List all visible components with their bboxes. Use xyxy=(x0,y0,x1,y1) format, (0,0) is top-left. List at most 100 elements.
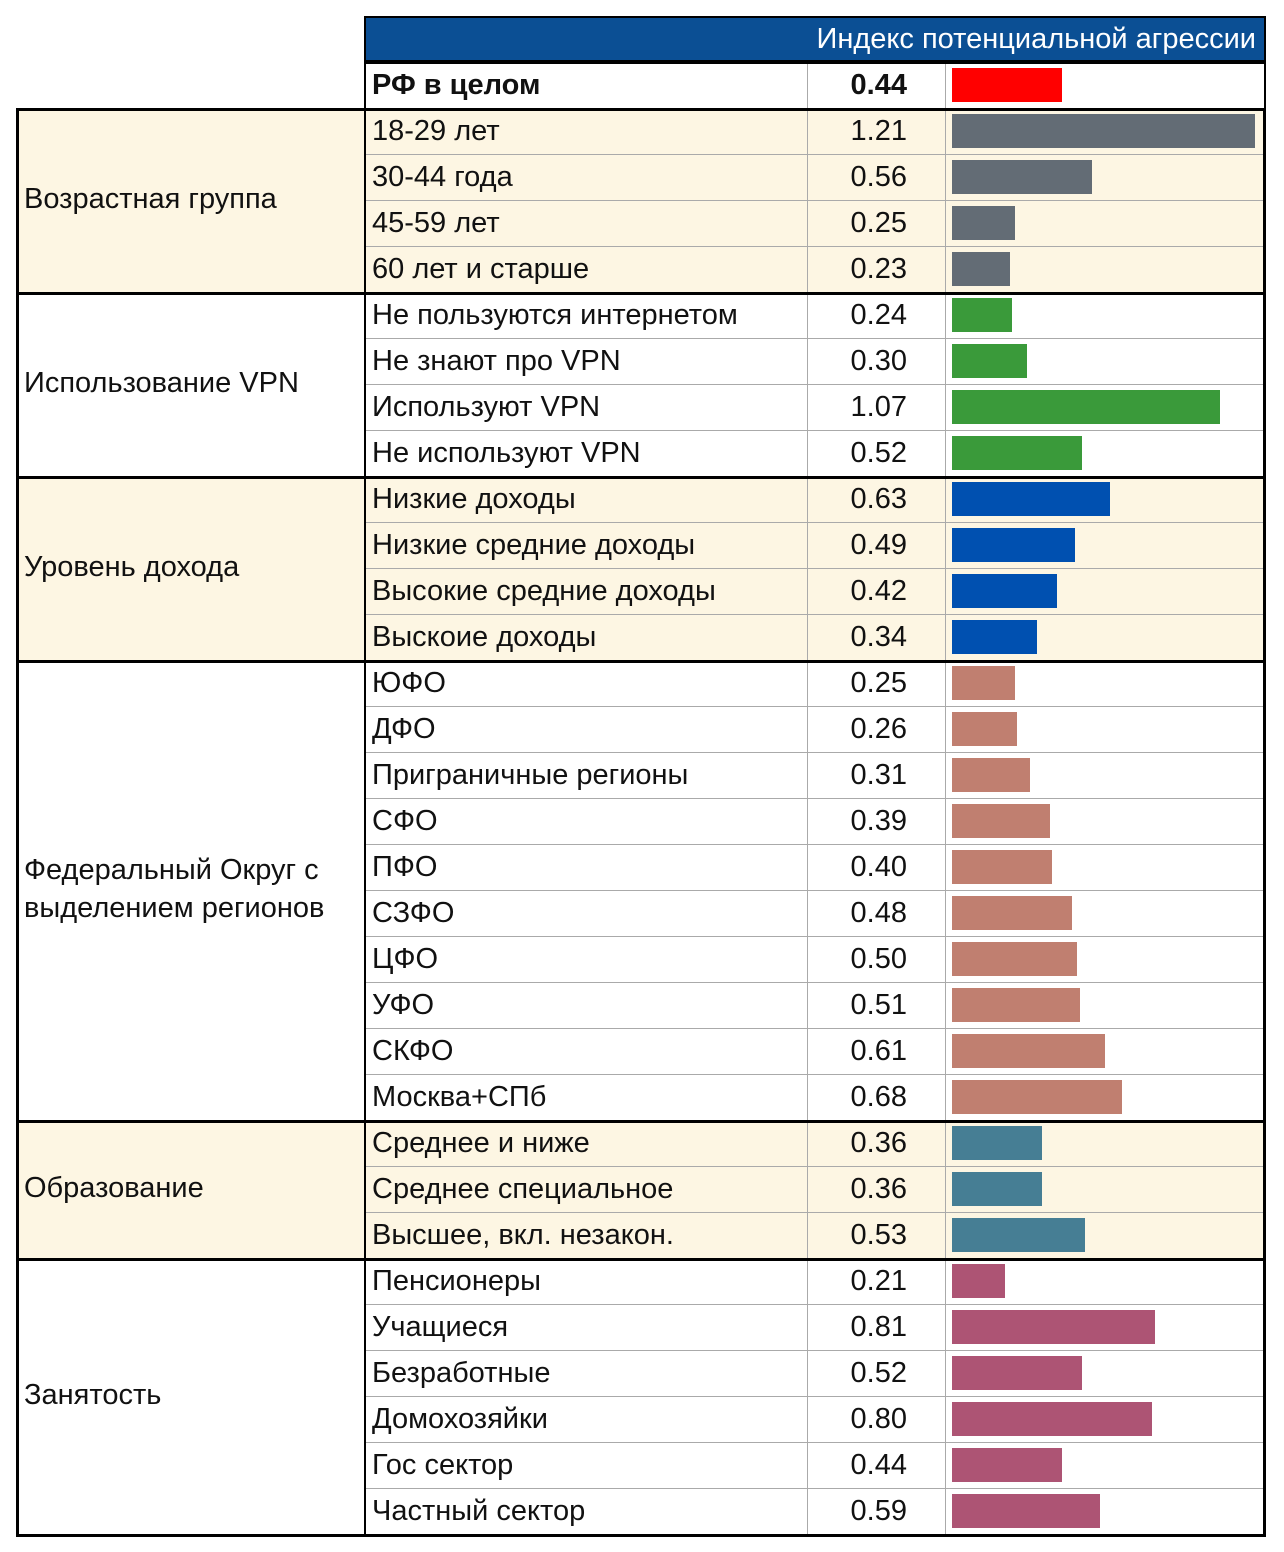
col-divider xyxy=(364,1258,366,1534)
col-divider xyxy=(945,154,946,200)
row-divider xyxy=(364,430,1266,431)
row-background xyxy=(364,1212,1266,1258)
row-background xyxy=(364,292,1266,338)
bar xyxy=(952,1494,1100,1528)
row-background xyxy=(364,522,1266,568)
col-divider xyxy=(807,108,808,154)
bar xyxy=(952,206,1015,240)
row-background xyxy=(364,154,1266,200)
row-divider xyxy=(364,936,1266,937)
group-name: Федеральный Округ с выделением регионов xyxy=(24,854,325,924)
row-label: УФО xyxy=(372,988,435,1021)
group-background xyxy=(16,108,364,292)
row-value: 0.21 xyxy=(850,1264,907,1297)
row-background xyxy=(364,200,1266,246)
bar xyxy=(952,252,1010,286)
row-label: Низкие доходы xyxy=(372,482,576,515)
col-divider xyxy=(945,108,946,154)
col-divider xyxy=(945,1166,946,1212)
row-divider xyxy=(364,706,1266,707)
row-background xyxy=(364,476,1266,522)
group-background xyxy=(16,660,364,1120)
row-label: Пенсионеры xyxy=(372,1264,541,1297)
row-value: 0.68 xyxy=(850,1080,907,1113)
row-label: Безработные xyxy=(372,1356,551,1389)
group-border xyxy=(16,476,1266,663)
row-label: Гос сектор xyxy=(372,1448,514,1481)
row-label: Учащиеся xyxy=(372,1310,509,1343)
bar xyxy=(952,160,1092,194)
row-label: ПФО xyxy=(372,850,438,883)
row-value: 0.25 xyxy=(850,666,907,699)
bar xyxy=(952,1172,1042,1206)
col-divider xyxy=(945,660,946,706)
row-background xyxy=(364,338,1266,384)
col-divider xyxy=(807,1350,808,1396)
row-divider xyxy=(364,1350,1266,1351)
bar xyxy=(952,1126,1042,1160)
row-divider xyxy=(364,798,1266,799)
col-divider xyxy=(364,1120,366,1258)
col-divider xyxy=(945,614,946,660)
row-divider xyxy=(364,200,1266,201)
row-divider xyxy=(364,154,1266,155)
col-divider xyxy=(807,522,808,568)
col-divider xyxy=(945,200,946,246)
header-title: Индекс потенциальной агрессии xyxy=(816,22,1256,55)
col-divider xyxy=(945,752,946,798)
bar xyxy=(952,68,1062,102)
group-name: Занятость xyxy=(24,1379,162,1412)
col-divider xyxy=(807,1488,808,1534)
row-background xyxy=(364,568,1266,614)
row-divider xyxy=(364,1074,1266,1075)
row-divider xyxy=(364,890,1266,891)
row-divider xyxy=(364,522,1266,523)
col-divider xyxy=(807,476,808,522)
row-label: Низкие средние доходы xyxy=(372,528,696,561)
bar xyxy=(952,1264,1005,1298)
bar xyxy=(952,850,1052,884)
col-divider xyxy=(807,1304,808,1350)
row-label: ЦФО xyxy=(372,942,439,975)
col-divider xyxy=(945,798,946,844)
col-divider xyxy=(807,430,808,476)
row-background xyxy=(364,614,1266,660)
bar xyxy=(952,896,1072,930)
row-divider xyxy=(364,568,1266,569)
row-divider xyxy=(364,1304,1266,1305)
row-value: 0.52 xyxy=(850,436,907,469)
col-divider xyxy=(807,246,808,292)
col-divider xyxy=(807,292,808,338)
col-divider xyxy=(945,1442,946,1488)
row-label: Приграничные регионы xyxy=(372,758,689,791)
col-divider xyxy=(807,1258,808,1304)
row-label: Среднее и ниже xyxy=(372,1126,590,1159)
group-background xyxy=(16,1258,364,1534)
col-divider xyxy=(807,936,808,982)
col-divider xyxy=(945,246,946,292)
row-value: 0.48 xyxy=(850,896,907,929)
col-divider xyxy=(945,476,946,522)
row-background xyxy=(364,1028,1266,1074)
row-value: 0.30 xyxy=(850,344,907,377)
row-value: 0.53 xyxy=(850,1218,907,1251)
row-label: ЮФО xyxy=(372,666,446,699)
row-label: 45-59 лет xyxy=(372,206,500,239)
row-value: 0.51 xyxy=(850,988,907,1021)
row-value: 0.24 xyxy=(850,298,907,331)
col-divider xyxy=(364,108,366,292)
row-background xyxy=(364,1350,1266,1396)
col-divider xyxy=(945,1028,946,1074)
row-label: Не используют VPN xyxy=(372,436,641,469)
col-divider xyxy=(945,1258,946,1304)
col-divider xyxy=(945,522,946,568)
group-background xyxy=(16,1120,364,1258)
col-divider xyxy=(807,1028,808,1074)
row-divider xyxy=(364,752,1266,753)
row-background xyxy=(364,1166,1266,1212)
bar xyxy=(952,942,1077,976)
row-value: 0.80 xyxy=(850,1402,907,1435)
row-label: Используют VPN xyxy=(372,390,601,423)
group-name: Уровень дохода xyxy=(24,551,240,584)
row-background xyxy=(364,1442,1266,1488)
